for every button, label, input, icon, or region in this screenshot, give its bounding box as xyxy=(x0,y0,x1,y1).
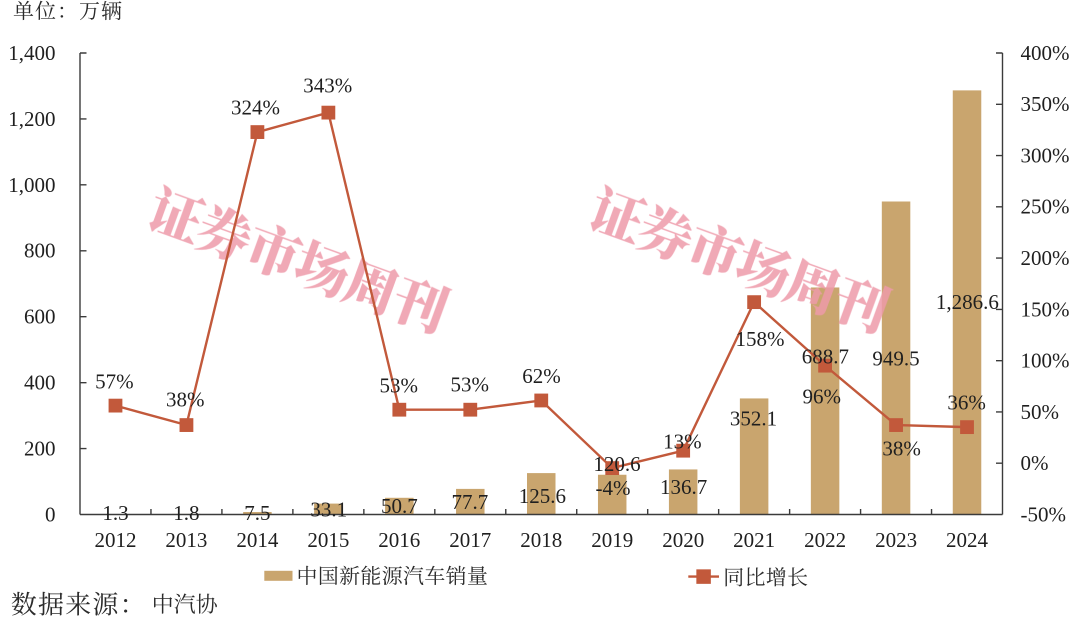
svg-text:0: 0 xyxy=(45,502,56,526)
svg-text:343%: 343% xyxy=(303,73,352,97)
svg-text:100%: 100% xyxy=(1021,349,1070,373)
svg-text:2023: 2023 xyxy=(875,528,917,552)
svg-text:57%: 57% xyxy=(95,369,134,393)
svg-text:1,000: 1,000 xyxy=(8,173,55,197)
svg-text:158%: 158% xyxy=(736,327,785,351)
svg-text:2024: 2024 xyxy=(946,528,989,552)
svg-text:2022: 2022 xyxy=(804,528,846,552)
svg-text:1,286.6: 1,286.6 xyxy=(936,290,999,314)
svg-text:2021: 2021 xyxy=(733,528,775,552)
svg-text:400: 400 xyxy=(24,371,56,395)
svg-text:2019: 2019 xyxy=(591,528,633,552)
svg-text:7.5: 7.5 xyxy=(244,501,270,525)
svg-text:2016: 2016 xyxy=(378,528,420,552)
svg-text:1.3: 1.3 xyxy=(102,501,128,525)
svg-text:250%: 250% xyxy=(1021,195,1070,219)
svg-text:1,400: 1,400 xyxy=(8,41,55,65)
svg-text:324%: 324% xyxy=(231,96,280,120)
svg-text:2017: 2017 xyxy=(449,528,491,552)
svg-text:600: 600 xyxy=(24,305,56,329)
svg-text:200%: 200% xyxy=(1021,246,1070,270)
svg-text:800: 800 xyxy=(24,239,56,263)
svg-text:0%: 0% xyxy=(1021,451,1049,475)
svg-text:2015: 2015 xyxy=(307,528,349,552)
svg-text:300%: 300% xyxy=(1021,144,1070,168)
svg-text:38%: 38% xyxy=(166,388,205,412)
svg-text:150%: 150% xyxy=(1021,297,1070,321)
svg-text:53%: 53% xyxy=(380,374,419,398)
svg-text:120.6: 120.6 xyxy=(593,452,640,476)
svg-text:350%: 350% xyxy=(1021,92,1070,116)
svg-text:125.6: 125.6 xyxy=(519,484,566,508)
svg-text:2020: 2020 xyxy=(662,528,704,552)
svg-text:2013: 2013 xyxy=(165,528,207,552)
svg-text:2012: 2012 xyxy=(95,528,137,552)
svg-text:136.7: 136.7 xyxy=(660,475,707,499)
svg-text:688.7: 688.7 xyxy=(802,344,849,368)
svg-text:53%: 53% xyxy=(450,372,489,396)
svg-text:949.5: 949.5 xyxy=(872,346,919,370)
svg-text:33.1: 33.1 xyxy=(310,497,347,521)
svg-text:38%: 38% xyxy=(882,437,921,461)
svg-text:36%: 36% xyxy=(947,391,986,415)
svg-text:-4%: -4% xyxy=(596,476,631,500)
svg-text:-50%: -50% xyxy=(1021,502,1067,526)
svg-text:1.8: 1.8 xyxy=(173,501,199,525)
svg-text:50.7: 50.7 xyxy=(381,494,418,518)
svg-text:200: 200 xyxy=(24,437,56,461)
svg-text:352.1: 352.1 xyxy=(730,406,777,430)
svg-text:2018: 2018 xyxy=(520,528,562,552)
svg-text:77.7: 77.7 xyxy=(452,490,489,514)
svg-text:96%: 96% xyxy=(803,384,842,408)
svg-text:62%: 62% xyxy=(522,364,561,388)
svg-text:2014: 2014 xyxy=(236,528,279,552)
svg-text:1,200: 1,200 xyxy=(8,107,55,131)
svg-text:50%: 50% xyxy=(1021,400,1060,424)
svg-text:400%: 400% xyxy=(1021,41,1070,65)
svg-text:13%: 13% xyxy=(663,430,702,454)
